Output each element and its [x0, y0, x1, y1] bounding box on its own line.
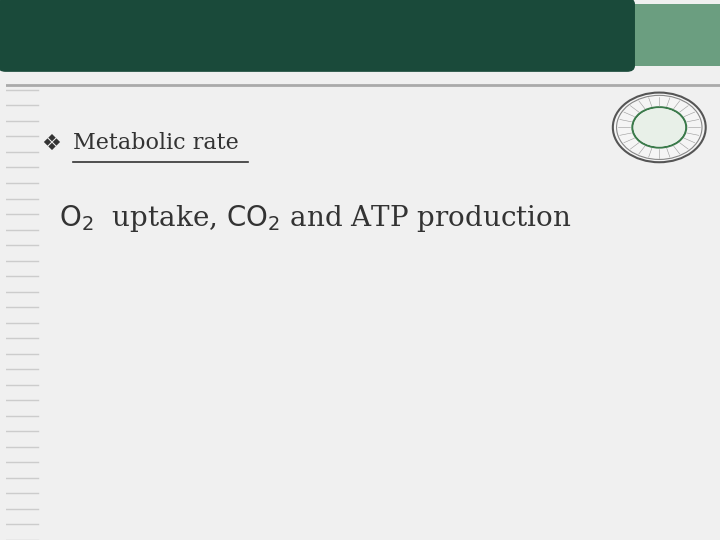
Bar: [627, 4, 720, 66]
Text: ❖: ❖: [41, 133, 61, 153]
Text: $\mathrm{O_2}$  uptake, $\mathrm{CO_2}$ and ATP production: $\mathrm{O_2}$ uptake, $\mathrm{CO_2}$ a…: [59, 203, 572, 234]
FancyBboxPatch shape: [0, 0, 634, 71]
Circle shape: [613, 92, 706, 162]
Circle shape: [634, 108, 685, 146]
Text: Metabolic rate: Metabolic rate: [73, 132, 239, 154]
